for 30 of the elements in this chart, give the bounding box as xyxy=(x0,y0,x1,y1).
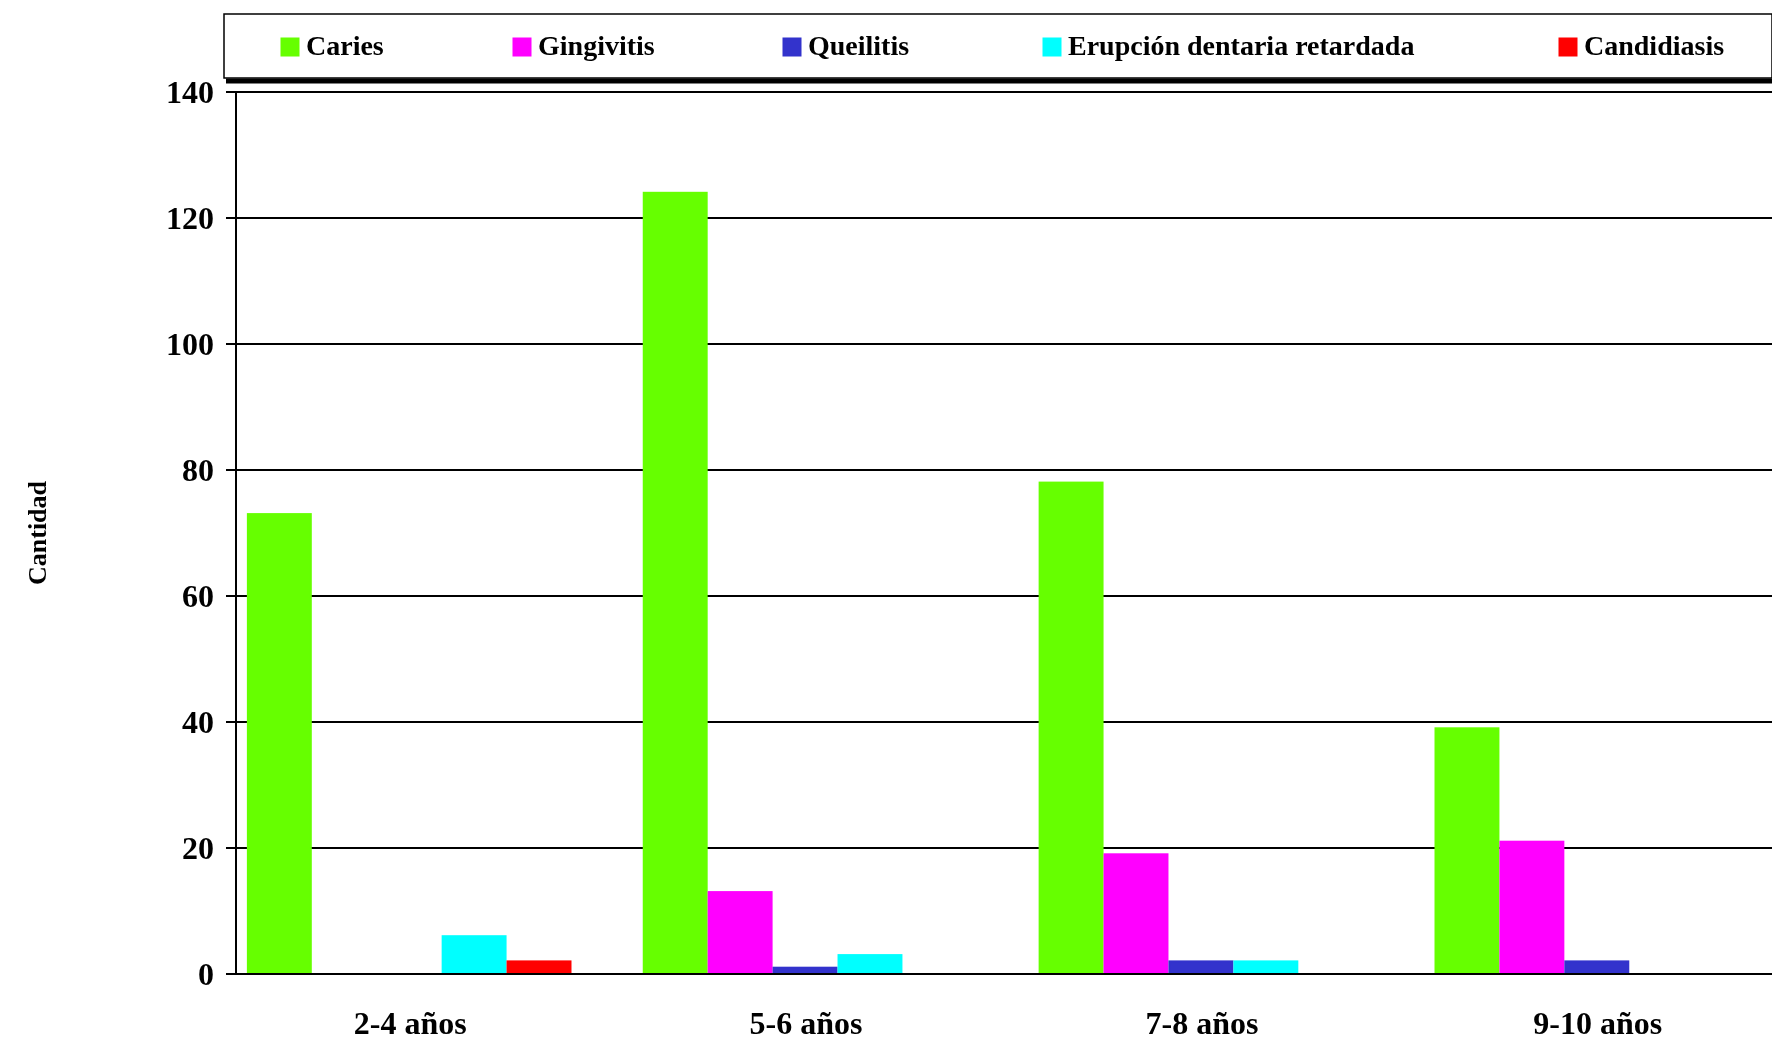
x-tick-label: 5-6 años xyxy=(749,1005,863,1041)
bar xyxy=(642,191,708,975)
bar xyxy=(441,935,507,975)
y-tick-label: 0 xyxy=(198,956,214,993)
y-tick-label: 20 xyxy=(182,830,214,867)
x-tick-label: 7-8 años xyxy=(1145,1005,1259,1041)
x-tick-label: 9-10 años xyxy=(1533,1005,1663,1041)
y-tick-label: 140 xyxy=(166,74,214,111)
bar xyxy=(1499,840,1565,975)
legend-label: Candidiasis xyxy=(1584,30,1725,61)
bar xyxy=(1103,853,1169,975)
y-tick-label: 120 xyxy=(166,200,214,237)
legend-label: Gingivitis xyxy=(538,30,655,61)
y-tick-label: 100 xyxy=(166,326,214,363)
y-axis-title: Cantidad xyxy=(23,480,52,586)
bar xyxy=(1564,960,1630,975)
bar xyxy=(1434,727,1500,975)
x-tick-label: 2-4 años xyxy=(353,1005,467,1041)
legend-label: Erupción dentaria retardada xyxy=(1068,30,1415,61)
legend-label: Queilitis xyxy=(808,30,910,61)
y-tick-label: 80 xyxy=(182,452,214,489)
legend-label: Caries xyxy=(306,30,384,61)
bar xyxy=(707,891,773,975)
y-tick-label: 40 xyxy=(182,704,214,741)
bar xyxy=(1168,960,1234,975)
bar xyxy=(837,954,903,975)
y-tick-label: 60 xyxy=(182,578,214,615)
bar xyxy=(1038,481,1104,975)
bar xyxy=(246,513,312,975)
bar xyxy=(1233,960,1299,975)
